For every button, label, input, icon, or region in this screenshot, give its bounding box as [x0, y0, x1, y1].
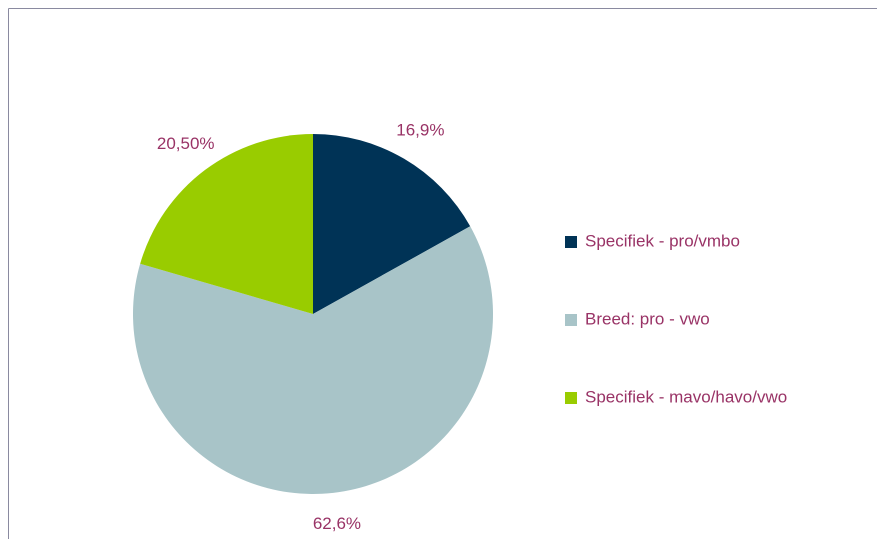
data-label: 20,50% — [157, 134, 215, 153]
pie-slice — [313, 134, 471, 314]
legend-label: Breed: pro - vwo — [585, 309, 710, 328]
legend-label: Specifiek - pro/vmbo — [585, 231, 740, 250]
legend-label: Specifiek - mavo/havo/vwo — [585, 387, 787, 406]
data-label: 16,9% — [396, 121, 444, 140]
pie-slice — [140, 134, 313, 314]
pie-slice — [132, 226, 494, 494]
data-label: 62,6% — [313, 514, 361, 533]
legend-swatch — [565, 314, 577, 326]
legend-swatch — [565, 236, 577, 248]
legend-swatch — [565, 392, 577, 404]
